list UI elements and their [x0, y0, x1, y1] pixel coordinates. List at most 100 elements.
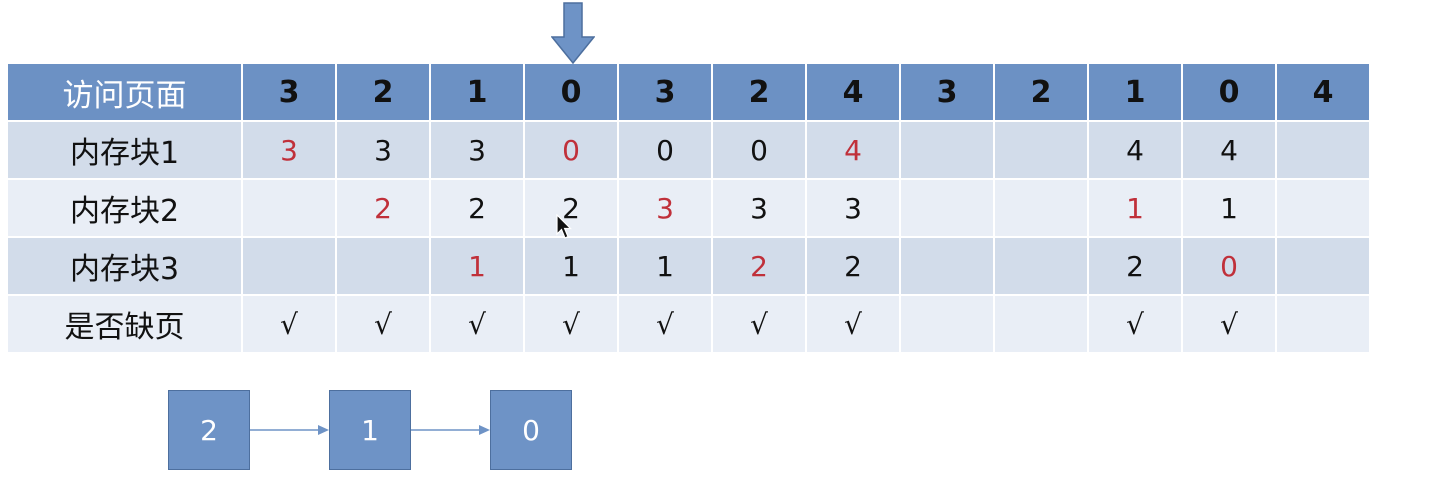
memory-block-3-row: 内存块3 1 1 1 2 2 2 0 — [8, 238, 1369, 294]
cell-value: √ — [1126, 307, 1144, 341]
cell-value: 2 — [562, 191, 580, 225]
cell-value: 1 — [562, 249, 580, 283]
cell-value: 4 — [1220, 133, 1238, 167]
table-cell — [901, 180, 993, 236]
table-cell — [1277, 122, 1369, 178]
table-cell — [243, 238, 335, 294]
cell-value: 3 — [278, 74, 300, 110]
row-label: 内存块3 — [8, 238, 241, 294]
new-page-value: 2 — [750, 249, 768, 283]
table-cell: 3 — [619, 64, 711, 120]
new-page-value: 0 — [1220, 249, 1238, 283]
table-cell: 1 — [1089, 180, 1181, 236]
table-cell: √ — [807, 296, 899, 352]
table-cell: 3 — [901, 64, 993, 120]
cell-value: 2 — [1126, 249, 1144, 283]
table-cell: 3 — [713, 180, 805, 236]
cell-value: √ — [468, 307, 486, 341]
memory-block-2-row: 内存块2 2 2 2 3 3 3 1 1 — [8, 180, 1369, 236]
arrow-connector — [411, 425, 490, 435]
queue-node: 0 — [490, 390, 572, 470]
table-cell: 0 — [525, 64, 617, 120]
cell-value: 0 — [656, 133, 674, 167]
table-cell: 0 — [1183, 238, 1275, 294]
cell-value: 0 — [750, 133, 768, 167]
table-cell: √ — [243, 296, 335, 352]
cell-value: 3 — [654, 74, 676, 110]
table-cell: 2 — [431, 180, 523, 236]
table-cell: 2 — [1089, 238, 1181, 294]
cell-value: 3 — [468, 133, 486, 167]
table-cell: 4 — [807, 122, 899, 178]
table-cell: 1 — [619, 238, 711, 294]
cell-value: 2 — [844, 249, 862, 283]
table-cell: 0 — [713, 122, 805, 178]
table-cell — [901, 122, 993, 178]
cell-value: √ — [562, 307, 580, 341]
cell-value: 3 — [936, 74, 958, 110]
new-page-value: 0 — [562, 133, 580, 167]
table-cell: 2 — [525, 180, 617, 236]
table-cell: 3 — [431, 122, 523, 178]
table-cell — [337, 238, 429, 294]
cell-value: √ — [656, 307, 674, 341]
table-cell: 2 — [713, 64, 805, 120]
table-cell: 2 — [337, 64, 429, 120]
row-label: 内存块1 — [8, 122, 241, 178]
new-page-value: 1 — [1126, 191, 1144, 225]
table-cell — [1277, 296, 1369, 352]
table-cell: 1 — [431, 238, 523, 294]
page-replacement-table: 访问页面 3 2 1 0 3 2 4 3 2 1 0 4 内存块1 3 3 3 0 0 0 4 4 4 内存块2 2 2 2 3 3 3 1… — [6, 62, 1371, 354]
row-label: 是否缺页 — [8, 296, 241, 352]
table-cell: 4 — [1277, 64, 1369, 120]
table-cell — [995, 296, 1087, 352]
table-cell: 4 — [1183, 122, 1275, 178]
cell-value: √ — [1220, 307, 1238, 341]
table-cell — [995, 122, 1087, 178]
row-label: 访问页面 — [8, 64, 241, 120]
table-cell: 3 — [337, 122, 429, 178]
table-cell: 1 — [431, 64, 523, 120]
new-page-value: 4 — [844, 133, 862, 167]
cell-value: √ — [374, 307, 392, 341]
table-cell — [1277, 238, 1369, 294]
table-cell: 0 — [525, 122, 617, 178]
table-cell: 3 — [243, 122, 335, 178]
cell-value: √ — [280, 307, 298, 341]
header-row: 访问页面 3 2 1 0 3 2 4 3 2 1 0 4 — [8, 64, 1369, 120]
cell-value: 0 — [560, 74, 582, 110]
table-cell — [901, 296, 993, 352]
down-arrow-icon — [551, 2, 595, 64]
cell-value: 3 — [844, 191, 862, 225]
cell-value: 0 — [1218, 74, 1240, 110]
cell-value: 3 — [750, 191, 768, 225]
table-cell: √ — [431, 296, 523, 352]
table-cell: 0 — [1183, 64, 1275, 120]
table-cell: √ — [1183, 296, 1275, 352]
cell-value: 1 — [1124, 74, 1146, 110]
table-cell: 2 — [807, 238, 899, 294]
new-page-value: 2 — [374, 191, 392, 225]
cell-value: 4 — [842, 74, 864, 110]
table-cell: 2 — [337, 180, 429, 236]
table-cell — [995, 180, 1087, 236]
table-cell: 0 — [619, 122, 711, 178]
table-cell: 1 — [1183, 180, 1275, 236]
cell-value: 4 — [1312, 74, 1334, 110]
cell-value: 2 — [372, 74, 394, 110]
table-cell: 3 — [807, 180, 899, 236]
table-cell: 2 — [995, 64, 1087, 120]
table-cell: 2 — [713, 238, 805, 294]
queue-node: 1 — [329, 390, 411, 470]
table-cell: 1 — [525, 238, 617, 294]
cell-value: 2 — [748, 74, 770, 110]
cell-value: √ — [844, 307, 862, 341]
table-cell — [243, 180, 335, 236]
queue-node: 2 — [168, 390, 250, 470]
table-cell: √ — [1089, 296, 1181, 352]
table-cell — [901, 238, 993, 294]
table-cell: 3 — [619, 180, 711, 236]
table-cell: √ — [619, 296, 711, 352]
cell-value: 4 — [1126, 133, 1144, 167]
